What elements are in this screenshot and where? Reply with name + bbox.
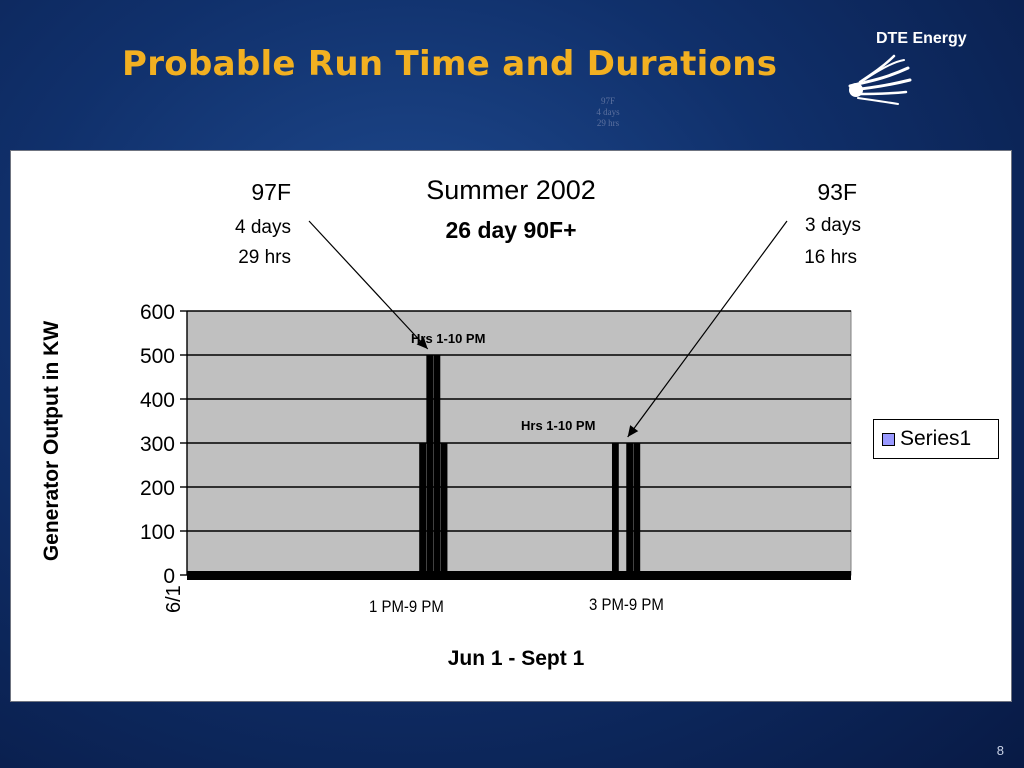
bar <box>433 355 441 575</box>
callout-97f-hours: 29 hrs <box>238 247 291 268</box>
legend-entry-series1: Series1 <box>900 427 972 450</box>
page-number: 8 <box>996 743 1004 758</box>
brand-name: DTE Energy <box>876 30 967 47</box>
y-tick-label: 200 <box>140 477 175 500</box>
y-axis-label: Generator Output in KW <box>39 311 64 571</box>
y-tick-label: 400 <box>140 389 175 412</box>
sunburst-logo-icon <box>848 54 912 105</box>
legend-swatch <box>882 433 895 446</box>
faint-line: 97F <box>600 96 615 106</box>
callout-arrowhead <box>416 337 428 349</box>
y-tick-label: 600 <box>140 301 175 324</box>
bar <box>426 355 434 575</box>
callout-arrow <box>627 220 788 438</box>
legend: Series1 <box>873 419 999 459</box>
bar <box>419 443 427 575</box>
callout-93f-days: 3 days <box>805 215 861 236</box>
callout-arrow <box>308 220 429 350</box>
slide-title: Probable Run Time and Durations <box>122 44 778 84</box>
callout-93f-heading: 93F <box>817 179 857 205</box>
bar-annotation-2: Hrs 1-10 PM <box>521 418 596 433</box>
bar <box>626 443 634 575</box>
category-annotation-2: 3 PM-9 PM <box>589 595 664 614</box>
category-annotation-1: 1 PM-9 PM <box>369 597 444 616</box>
y-tick-label: 100 <box>140 521 175 544</box>
faint-line: 4 days <box>596 107 620 117</box>
y-tick-label: 500 <box>140 345 175 368</box>
bar <box>611 443 619 575</box>
chart-canvas: 0 100 200 300 400 500 600 <box>140 220 852 588</box>
x-tick-label-first: 6/1 <box>163 585 185 613</box>
bar <box>633 443 641 575</box>
chart-panel: 0 100 200 300 400 500 600 Summer 2002 26 day 9… <box>10 150 1012 702</box>
bar <box>440 443 448 575</box>
bar-annotation-1: Hrs 1-10 PM <box>411 331 486 346</box>
callout-97f-days: 4 days <box>235 217 291 238</box>
callout-93f-hours: 16 hrs <box>804 247 857 268</box>
x-axis-baseline <box>187 571 851 580</box>
chart-title: Summer 2002 <box>426 175 596 205</box>
callout-97f-heading: 97F <box>251 179 291 205</box>
faint-line: 29 hrs <box>596 118 620 128</box>
y-tick-label: 300 <box>140 433 175 456</box>
y-axis-label-text: Generator Output in KW <box>40 320 63 562</box>
y-tick-label: 0 <box>163 565 175 588</box>
chart-subtitle: 26 day 90F+ <box>445 217 577 243</box>
x-axis-label: Jun 1 - Sept 1 <box>447 647 585 670</box>
callout-arrowhead <box>627 425 639 437</box>
faint-overlay-text: 97F 4 days 29 hrs <box>588 96 628 129</box>
